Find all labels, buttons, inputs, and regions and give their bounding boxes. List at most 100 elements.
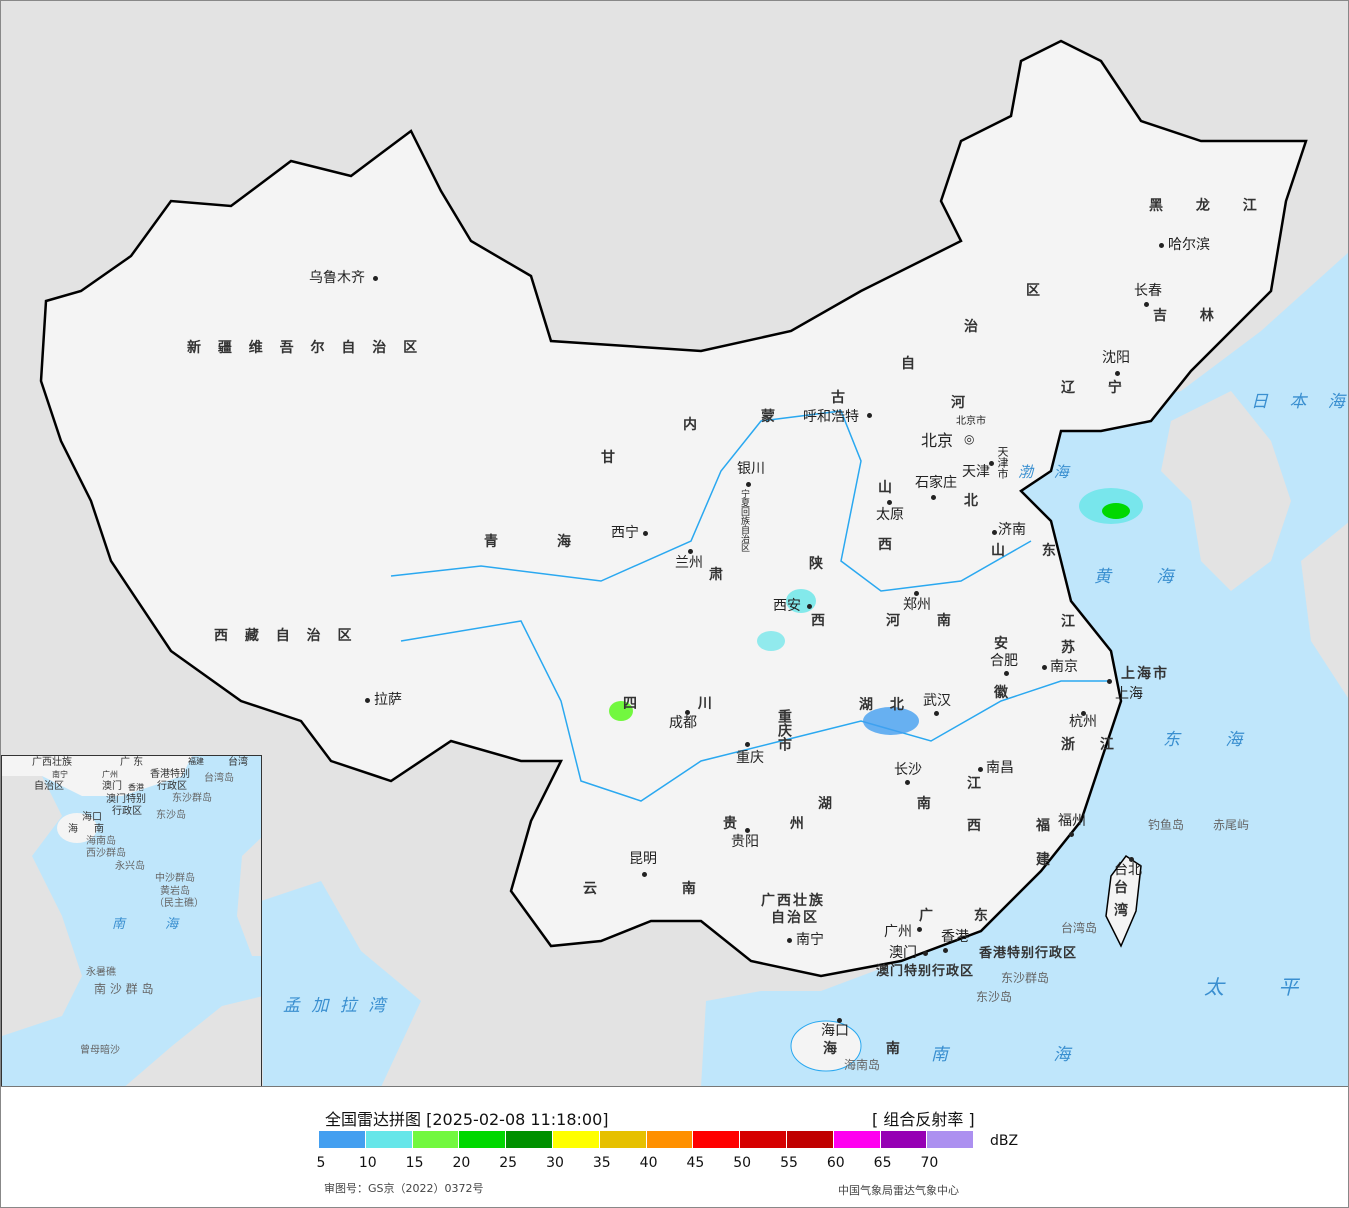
scale-tick-label: 40 — [639, 1155, 658, 1171]
inset-east-land — [237, 837, 261, 956]
city-dot — [373, 276, 378, 281]
island-hainan: 海南岛 — [844, 1058, 881, 1072]
city-taipei: 台北 — [1114, 862, 1142, 878]
province-jilin: 吉 林 — [1153, 308, 1228, 324]
city-yinchuan: 银川 — [737, 461, 765, 477]
city-dot — [923, 951, 928, 956]
color-swatch — [693, 1131, 741, 1148]
korea-peninsula — [1161, 391, 1291, 591]
province-heilongjiang: 黑 龙 江 — [1149, 198, 1271, 214]
legend-panel — [0, 1088, 1349, 1208]
city-dot — [934, 711, 939, 716]
province-yunnan: 云 南 — [583, 881, 736, 897]
unit-label: dBZ — [990, 1133, 1019, 1149]
city-lanzhou: 兰州 — [675, 555, 703, 571]
inset-label: 香港 — [128, 783, 144, 792]
city-harbin: 哈尔滨 — [1168, 237, 1210, 253]
province-ningxia: 宁夏回族自治区 — [739, 489, 749, 552]
sea-pacific: 太 平 洋 — [1204, 975, 1348, 999]
city-dot — [1115, 371, 1120, 376]
inset-label: 澳门特别 — [106, 794, 146, 805]
city-hohhot: 呼和浩特 — [803, 409, 859, 425]
province-qinghai-2: 海 — [557, 534, 577, 550]
sea-south: 南 海 — [931, 1045, 1121, 1065]
city-xining: 西宁 — [611, 525, 639, 541]
scale-tick-label: 10 — [358, 1155, 377, 1171]
island-chiwei: 赤尾屿 — [1213, 818, 1250, 832]
inset-label: 福建 — [188, 757, 204, 766]
province-neimenggu-1: 内 — [683, 417, 703, 433]
province-qinghai-1: 青 — [484, 534, 504, 550]
radar-echoes — [609, 488, 1143, 735]
province-sichuan: 四 川 — [623, 696, 740, 712]
inset-label: 南 沙 群 岛 — [94, 982, 154, 996]
inset-shapes — [2, 756, 261, 1086]
province-hunan: 湖 南 — [818, 796, 971, 812]
inset-label: （民主礁） — [154, 898, 204, 909]
city-shijiazhuang: 石家庄 — [915, 475, 957, 491]
city-dot — [365, 698, 370, 703]
scale-tick-label: 70 — [920, 1155, 939, 1171]
city-dot — [1042, 665, 1047, 670]
province-guangxi-2: 自治区 — [771, 910, 819, 926]
city-haikou: 海口 — [821, 1023, 849, 1039]
city-dot — [867, 413, 872, 418]
province-guangdong: 广 东 — [919, 908, 1006, 924]
city-beijing: 北京 — [921, 431, 954, 450]
color-swatch — [880, 1131, 928, 1148]
city-guangzhou: 广州 — [884, 924, 912, 940]
city-dot — [642, 872, 647, 877]
color-swatch — [319, 1131, 366, 1148]
province-jiangxi-1: 江 — [967, 776, 987, 792]
province-anhui-2: 徽 — [994, 685, 1014, 701]
scale-tick-label: 35 — [592, 1155, 611, 1171]
inset-label: 西沙群岛 — [86, 848, 126, 859]
legend-title: 全国雷达拼图 [2025-02-08 11:18:00] — [325, 1110, 609, 1129]
inset-label: 南 — [94, 824, 104, 835]
province-gansu-2: 肃 — [709, 567, 729, 583]
yangtze-river — [400, 620, 1111, 802]
color-swatch — [740, 1131, 787, 1148]
radar-map[interactable]: 新 疆 维 吾 尔 自 治 区 西 藏 自 治 区 青 海 甘 肃 内 蒙 古 … — [1, 1, 1348, 1087]
city-nanchang: 南昌 — [986, 760, 1014, 776]
south-china-sea-inset: 广西壮族 自治区 南宁 广 东 广州 福建 台湾 香港特别 行政区 澳门 香港 … — [1, 755, 262, 1086]
city-guiyang: 贵阳 — [731, 834, 759, 850]
island-dongsha: 东沙岛 — [976, 990, 1013, 1004]
city-hangzhou: 杭州 — [1069, 714, 1097, 730]
city-dot — [943, 948, 948, 953]
province-zhejiang: 浙 江 — [1061, 737, 1124, 753]
province-gansu-1: 甘 — [601, 450, 621, 466]
province-neimenggu-5: 治 — [964, 319, 984, 335]
city-dot — [745, 742, 750, 747]
city-dot — [931, 495, 936, 500]
province-chongqing: 重庆市 — [776, 709, 792, 751]
city-zhengzhou: 郑州 — [903, 597, 931, 613]
approval-number: 审图号：GS京（2022）0372号 — [324, 1182, 484, 1195]
city-xian: 西安 — [773, 598, 801, 614]
province-hainan: 海 南 — [823, 1041, 922, 1057]
city-dot — [1069, 832, 1074, 837]
city-hefei: 合肥 — [990, 653, 1018, 669]
bay-of-bengal — [261, 881, 421, 1086]
yellow-river — [390, 410, 1032, 592]
scale-tick-label: 45 — [686, 1155, 705, 1171]
city-dot — [787, 938, 792, 943]
city-dot — [1107, 679, 1112, 684]
inset-west-land — [2, 776, 82, 1036]
province-fujian-2: 建 — [1036, 852, 1056, 868]
inset-label: 香港特别 — [150, 769, 190, 780]
province-neimenggu-3: 古 — [831, 390, 851, 406]
province-shaanxi-2: 西 — [811, 613, 831, 629]
credit-text: 中国气象局雷达气象中心 — [838, 1184, 959, 1197]
inset-label: 行政区 — [112, 806, 142, 817]
province-shanxi-2: 西 — [878, 537, 898, 553]
city-dot — [1159, 243, 1164, 248]
sea-japan: 日 本 海 — [1251, 392, 1348, 412]
city-tianjin: 天津 — [962, 464, 990, 480]
scale-tick-label: 15 — [405, 1155, 424, 1171]
province-beijing: 北京市 — [956, 416, 986, 427]
province-jiangxi-2: 西 — [967, 818, 987, 834]
inset-label: 南宁 — [52, 770, 68, 779]
province-xizang: 西 藏 自 治 区 — [214, 628, 358, 644]
inset-label: 曾母暗沙 — [80, 1045, 120, 1056]
